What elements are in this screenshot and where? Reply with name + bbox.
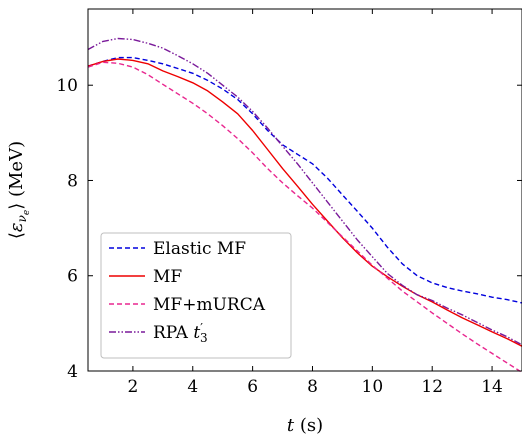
y-tick-label: 8 [67, 171, 78, 191]
legend-label-2: MF [153, 267, 182, 287]
x-tick-label: 12 [421, 377, 443, 397]
x-tick-label: 6 [247, 377, 258, 397]
series-layer [87, 37, 522, 373]
x-tick-label: 14 [481, 377, 503, 397]
legend: Elastic MF MF MF+mURCA RPA t′ 3 [100, 232, 292, 359]
x-tick-label: 4 [187, 377, 198, 397]
plot-frame [87, 8, 522, 372]
legend-box [100, 232, 292, 359]
y-tick-label: 10 [56, 76, 78, 96]
series-line-1 [87, 56, 522, 304]
ticks-layer: 2 4 6 8 10 12 14 4 6 8 10 [56, 9, 522, 397]
legend-label-1: Elastic MF [153, 239, 246, 259]
series-line-3 [87, 61, 522, 373]
series-line-2 [87, 58, 522, 347]
x-tick-label: 10 [362, 377, 384, 397]
x-tick-label: 8 [307, 377, 318, 397]
y-tick-label: 4 [67, 362, 78, 382]
y-axis-title: ⟨ενe⟩ (MeV) [6, 141, 32, 239]
y-tick-label: 6 [67, 267, 78, 287]
legend-label-3: MF+mURCA [153, 295, 266, 315]
legend-entries: Elastic MF MF MF+mURCA RPA t′ 3 [109, 239, 266, 345]
x-tick-label: 2 [127, 377, 138, 397]
legend-label-4: RPA t′ 3 [153, 321, 208, 345]
x-axis-title: t (s) [287, 415, 323, 436]
